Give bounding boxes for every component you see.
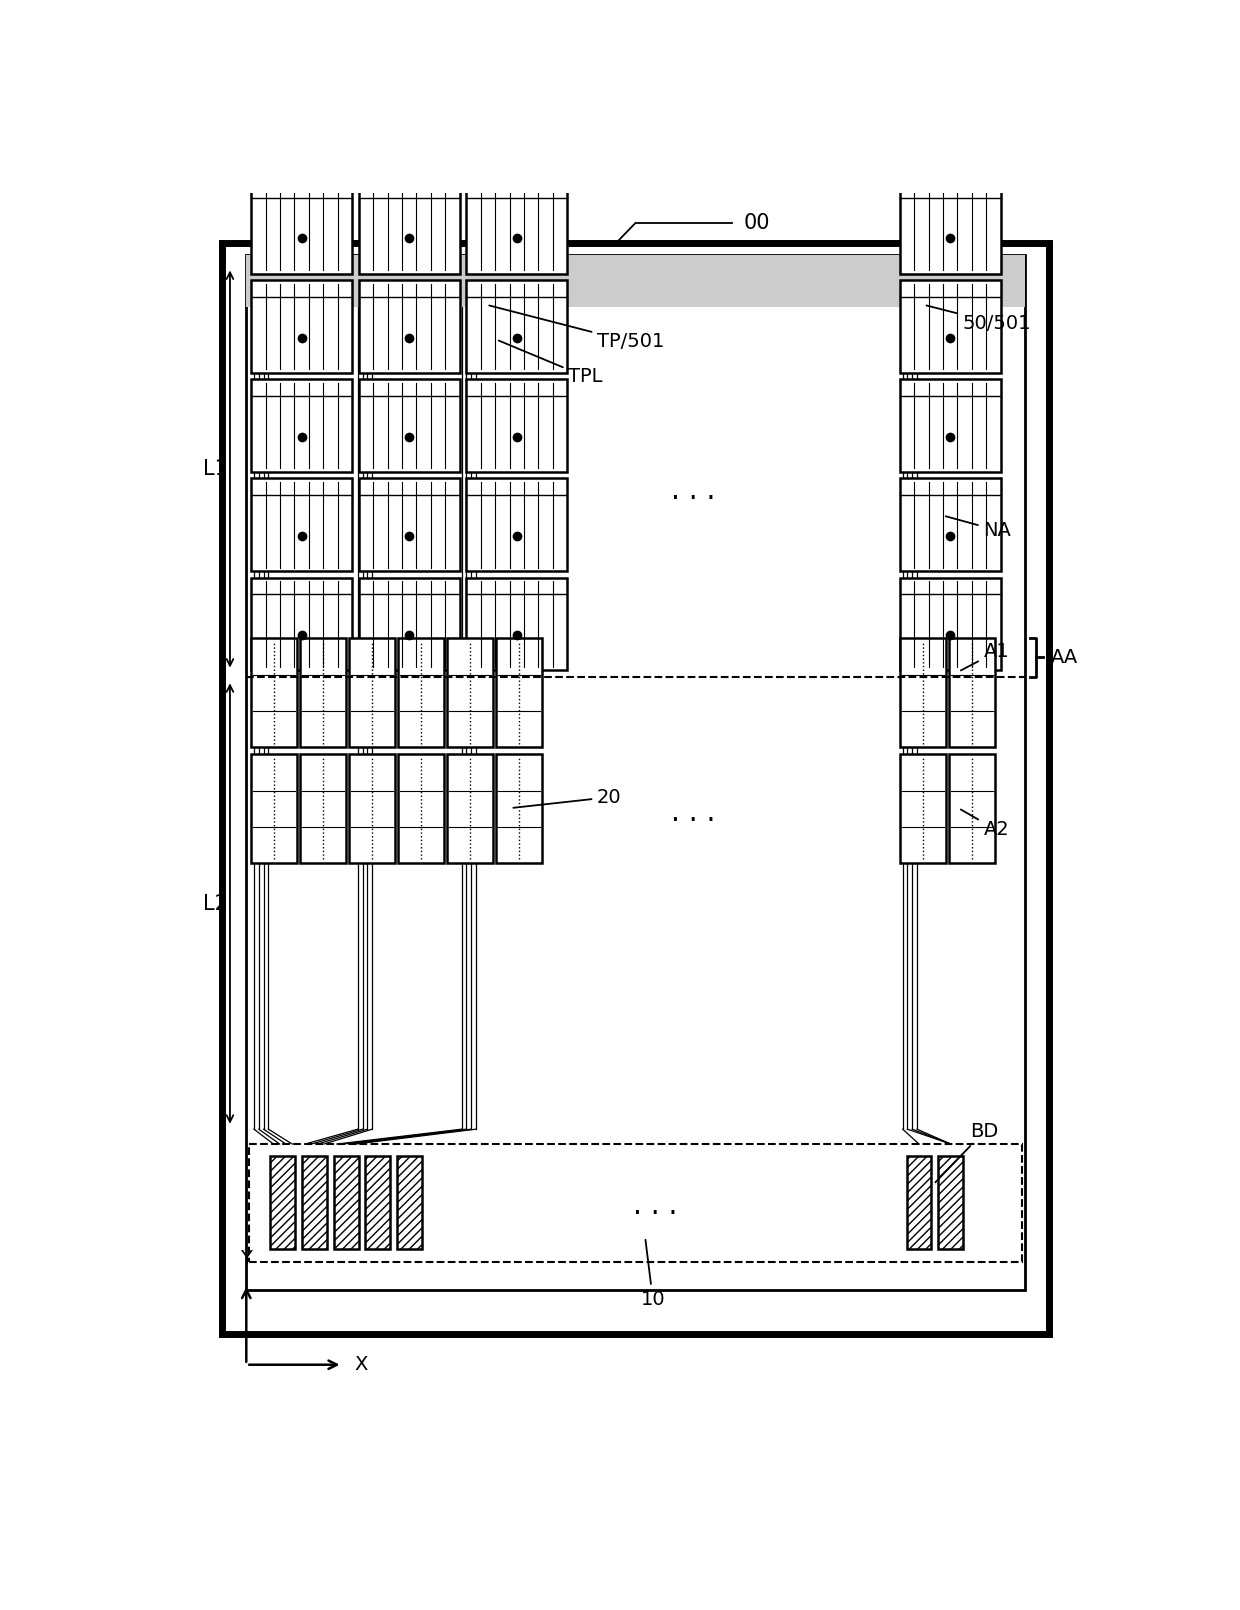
- Text: Y: Y: [241, 1249, 252, 1269]
- Bar: [358, 378, 460, 472]
- Bar: [300, 638, 346, 747]
- Text: 50/501: 50/501: [926, 306, 1030, 333]
- Text: . . .: . . .: [632, 1191, 677, 1220]
- Bar: [900, 180, 1001, 274]
- Bar: [250, 280, 352, 374]
- Bar: [247, 254, 1024, 1290]
- Bar: [496, 753, 542, 863]
- Bar: [358, 578, 460, 670]
- Bar: [906, 1156, 931, 1249]
- Bar: [466, 180, 567, 274]
- Bar: [448, 638, 494, 747]
- Text: BD: BD: [935, 1122, 998, 1182]
- Bar: [900, 578, 1001, 670]
- Bar: [250, 578, 352, 670]
- Text: 10: 10: [641, 1240, 665, 1309]
- Bar: [900, 753, 946, 863]
- Text: AA: AA: [1050, 647, 1078, 667]
- Bar: [900, 378, 1001, 472]
- Bar: [358, 478, 460, 572]
- Bar: [949, 638, 994, 747]
- Bar: [300, 753, 346, 863]
- Bar: [250, 753, 298, 863]
- Bar: [939, 1156, 963, 1249]
- Bar: [350, 753, 396, 863]
- Text: NA: NA: [946, 517, 1012, 539]
- Bar: [250, 180, 352, 274]
- Text: TPL: TPL: [498, 341, 603, 386]
- Bar: [303, 1156, 327, 1249]
- Text: TP/501: TP/501: [490, 306, 665, 351]
- Bar: [270, 1156, 295, 1249]
- Bar: [900, 638, 946, 747]
- Bar: [466, 280, 567, 374]
- Bar: [366, 1156, 391, 1249]
- Text: A1: A1: [961, 642, 1009, 670]
- Bar: [397, 1156, 422, 1249]
- Text: . . .: . . .: [671, 799, 715, 828]
- Bar: [466, 478, 567, 572]
- Bar: [350, 638, 396, 747]
- Text: L1: L1: [203, 459, 228, 480]
- Bar: [250, 478, 352, 572]
- Bar: [900, 280, 1001, 374]
- Bar: [448, 753, 494, 863]
- Bar: [398, 753, 444, 863]
- Bar: [250, 638, 298, 747]
- Bar: [900, 478, 1001, 572]
- Bar: [358, 180, 460, 274]
- Bar: [334, 1156, 358, 1249]
- Text: A2: A2: [961, 810, 1009, 839]
- Bar: [466, 578, 567, 670]
- Bar: [250, 378, 352, 472]
- Bar: [496, 638, 542, 747]
- Bar: [249, 1145, 1022, 1262]
- Bar: [222, 243, 1049, 1333]
- Text: L2: L2: [203, 894, 228, 913]
- Text: 20: 20: [513, 787, 621, 808]
- Bar: [949, 753, 994, 863]
- Bar: [247, 254, 1024, 308]
- Text: . . .: . . .: [671, 477, 715, 504]
- Bar: [466, 378, 567, 472]
- Text: X: X: [355, 1356, 368, 1375]
- Bar: [398, 638, 444, 747]
- Bar: [358, 280, 460, 374]
- Text: 00: 00: [743, 213, 770, 233]
